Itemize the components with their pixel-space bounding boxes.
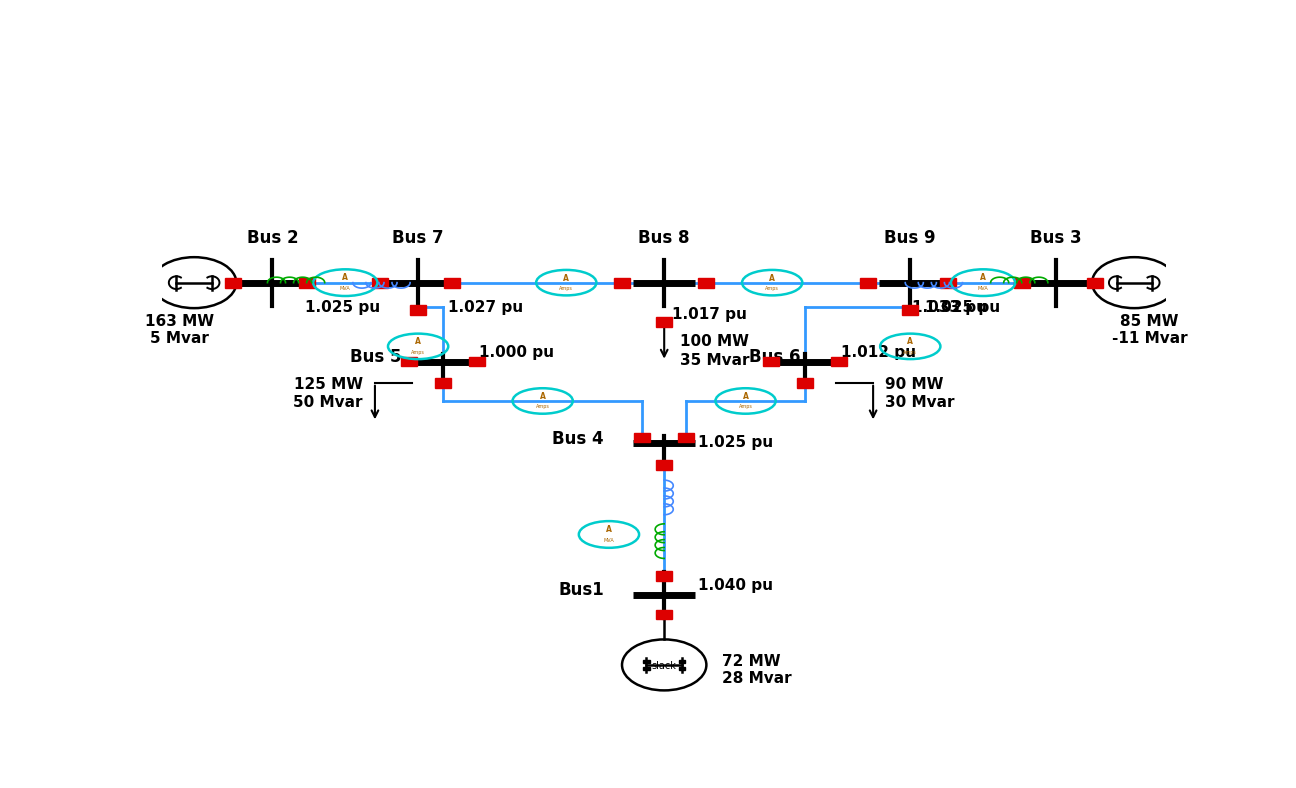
Text: Bus 9: Bus 9 <box>884 229 936 247</box>
Text: 1.040 pu: 1.040 pu <box>699 578 774 593</box>
Bar <box>643 667 649 670</box>
Bar <box>226 278 241 288</box>
Text: 90 MW: 90 MW <box>885 377 943 392</box>
Text: Bus 2: Bus 2 <box>246 229 298 247</box>
Text: MVA: MVA <box>977 286 989 291</box>
Text: 163 MW: 163 MW <box>145 314 214 329</box>
Bar <box>298 278 315 288</box>
Bar <box>902 305 919 315</box>
Text: 1.027 pu: 1.027 pu <box>448 299 524 314</box>
Bar <box>656 610 673 619</box>
Bar <box>400 357 417 366</box>
Bar <box>797 378 813 388</box>
Bar <box>831 357 848 366</box>
Text: A: A <box>539 392 546 401</box>
Bar <box>410 305 426 315</box>
Bar <box>656 318 673 327</box>
Bar <box>614 278 630 288</box>
Bar <box>678 433 695 442</box>
Text: Amps: Amps <box>765 286 779 291</box>
Text: A: A <box>980 273 986 282</box>
Text: slack: slack <box>652 661 677 671</box>
Text: MVA: MVA <box>340 286 351 291</box>
Text: A: A <box>415 337 421 347</box>
Bar <box>656 571 673 581</box>
Text: 100 MW: 100 MW <box>680 334 749 349</box>
Text: 85 MW: 85 MW <box>1120 314 1178 329</box>
Text: Bus 6: Bus 6 <box>749 348 801 366</box>
Text: A: A <box>564 273 569 283</box>
Text: 28 Mvar: 28 Mvar <box>722 671 792 686</box>
Bar <box>656 460 673 470</box>
Text: 30 Mvar: 30 Mvar <box>885 395 955 410</box>
Text: Bus 4: Bus 4 <box>552 429 604 448</box>
Text: Bus 5: Bus 5 <box>350 348 400 366</box>
Text: Amps: Amps <box>411 350 425 355</box>
Text: A: A <box>342 273 349 282</box>
Text: Bus 3: Bus 3 <box>1030 229 1082 247</box>
Bar <box>762 357 779 366</box>
Text: 1.025 pu: 1.025 pu <box>305 299 380 314</box>
Text: Amps: Amps <box>560 286 573 291</box>
Bar <box>435 378 451 388</box>
Text: 5 Mvar: 5 Mvar <box>149 331 209 347</box>
Text: A: A <box>770 273 775 283</box>
Text: MVA: MVA <box>604 538 614 543</box>
Text: Bus 7: Bus 7 <box>393 229 445 247</box>
Text: A: A <box>743 392 749 401</box>
Bar <box>699 278 714 288</box>
Text: 1.012 pu: 1.012 pu <box>841 344 916 359</box>
Text: Amps: Amps <box>739 404 753 409</box>
Bar <box>679 667 686 670</box>
Text: 1.017 pu: 1.017 pu <box>673 307 746 322</box>
Text: 1.025 pu: 1.025 pu <box>925 299 1001 314</box>
Bar <box>679 660 686 663</box>
Text: A: A <box>607 526 612 534</box>
Text: 72 MW: 72 MW <box>722 654 781 669</box>
Text: 125 MW: 125 MW <box>294 377 363 392</box>
Text: 35 Mvar: 35 Mvar <box>680 352 750 367</box>
Text: 1.025 pu: 1.025 pu <box>699 435 774 450</box>
Text: 50 Mvar: 50 Mvar <box>293 395 363 410</box>
Bar <box>634 433 651 442</box>
Text: 1.033 pu: 1.033 pu <box>912 299 988 314</box>
Text: -11 Mvar: -11 Mvar <box>1112 331 1187 347</box>
Text: 1.000 pu: 1.000 pu <box>480 344 555 359</box>
Text: Amps: Amps <box>903 350 918 355</box>
Bar <box>861 278 876 288</box>
Bar <box>445 278 460 288</box>
Bar <box>643 660 649 663</box>
Text: Amps: Amps <box>535 404 550 409</box>
Text: A: A <box>907 337 914 347</box>
Bar <box>941 278 956 288</box>
Bar <box>469 357 486 366</box>
Text: Bus 8: Bus 8 <box>639 229 689 247</box>
Bar <box>1087 278 1103 288</box>
Bar <box>1013 278 1030 288</box>
Bar <box>372 278 388 288</box>
Text: Bus1: Bus1 <box>559 582 604 600</box>
